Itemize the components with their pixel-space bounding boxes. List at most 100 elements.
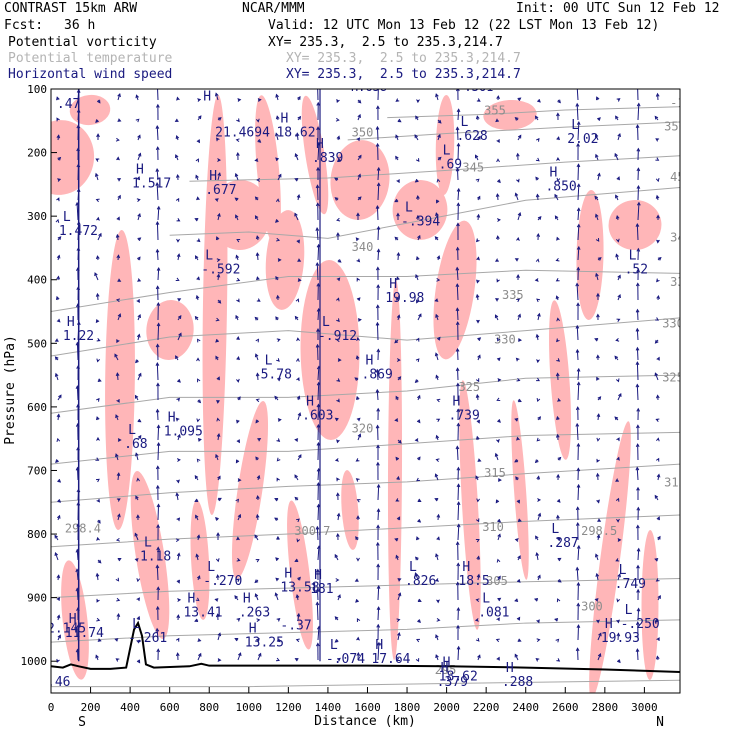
pv-extremum-letter: H — [453, 395, 461, 410]
wind-vector-head — [155, 125, 160, 129]
wind-vector-head — [358, 154, 362, 159]
wind-vector-head — [518, 338, 523, 342]
wind-vector-head — [534, 115, 539, 120]
wind-vector-head — [155, 408, 160, 413]
wind-vector-head — [155, 564, 160, 569]
label-layer: H.4721.4694H18.62H1.517H.677L1.472H.839L… — [51, 89, 660, 690]
wind-vector-head — [636, 201, 641, 206]
wind-vector-head — [356, 258, 361, 263]
wind-vector-head — [334, 417, 339, 422]
wind-vector-head — [636, 424, 640, 429]
wind-vector-head — [516, 579, 521, 583]
x-tick-label: 2400 — [512, 701, 539, 714]
wind-vector-head — [617, 274, 621, 279]
wind-vector — [316, 185, 319, 201]
wind-vector-head — [176, 517, 181, 522]
wind-vector-head — [156, 442, 161, 446]
wind-vector-head — [136, 477, 140, 482]
wind-vector — [137, 373, 142, 381]
wind-vector-head — [277, 418, 282, 422]
wind-vector-head — [576, 602, 581, 607]
wind-vector-head — [554, 193, 558, 198]
wind-vector-head — [96, 397, 100, 402]
pv-extremum-letter: L — [443, 143, 451, 158]
wind-vector-head — [357, 99, 362, 104]
theta-label: 335 — [502, 288, 524, 302]
wind-vector-head — [397, 631, 401, 637]
wind-vector-head — [375, 368, 380, 373]
wind-vector — [294, 213, 299, 221]
wind-vector-head — [575, 406, 580, 411]
wind-vector-head — [334, 639, 339, 643]
wind-vector-head — [516, 616, 521, 621]
wind-vector-head — [294, 315, 299, 320]
wind-vector-head — [237, 652, 242, 657]
wind-vector-head — [557, 456, 562, 461]
wind-vector-head — [396, 618, 401, 623]
wind-vector-head — [294, 438, 299, 442]
wind-vector-head — [355, 237, 360, 242]
field-name-theta: Potential temperature — [8, 51, 173, 66]
wind-vector-head — [655, 157, 660, 161]
y-tick-label: 100 — [27, 83, 47, 96]
wind-vector-head — [256, 298, 261, 302]
wind-vector — [215, 93, 219, 101]
wind-vector-head — [135, 452, 139, 457]
wind-vector — [235, 173, 239, 181]
wind-vector — [577, 484, 580, 501]
wind-vector-head — [57, 634, 61, 639]
wind-vector-head — [56, 275, 61, 280]
wind-vector-head — [556, 156, 560, 161]
pv-extremum-letter: H — [203, 89, 211, 104]
x-axis-label: Distance (km) — [314, 714, 416, 729]
wind-vector-head — [236, 356, 240, 361]
wind-vector — [457, 502, 460, 521]
pv-extremum-value: 19.93 — [601, 631, 640, 646]
wind-vector-head — [656, 214, 660, 219]
wind-vector-head — [175, 135, 180, 140]
wind-vector-head — [156, 103, 160, 108]
wind-vector-head — [656, 516, 661, 521]
wind-vector-head — [95, 198, 100, 203]
wind-vector-head — [596, 437, 601, 442]
wind-vector-head — [436, 199, 440, 204]
wind-vector — [457, 484, 460, 501]
wind-vector — [435, 353, 439, 361]
wind-vector-head — [315, 202, 320, 207]
pv-fill-region — [255, 95, 281, 245]
wind-vector-head — [435, 553, 439, 558]
wind-vector-head — [596, 458, 600, 463]
x-tick-label: 1400 — [315, 701, 342, 714]
wind-vector-head — [534, 597, 539, 602]
wind-vector-head — [434, 498, 439, 502]
wind-vector-head — [95, 478, 100, 483]
wind-vector-head — [336, 378, 341, 382]
wind-vector-head — [636, 607, 641, 612]
wind-vector-head — [235, 254, 240, 259]
theta-label: 330 — [494, 332, 516, 346]
wind-vector-head — [116, 472, 121, 477]
wind-vector-head — [396, 657, 401, 662]
wind-vector-head — [156, 586, 161, 591]
wind-vector-head — [116, 254, 121, 259]
pv-extremum-value: .52 — [625, 262, 648, 277]
wind-vector — [97, 233, 102, 241]
wind-vector-head — [456, 501, 461, 506]
wind-vector — [636, 384, 639, 401]
pv-extremum-value: -.394 — [401, 215, 440, 230]
wind-vector-head — [496, 218, 501, 222]
wind-vector-head — [595, 572, 600, 577]
wind-vector-head — [656, 239, 660, 244]
wind-vector-head — [356, 417, 361, 422]
wind-vector-head — [278, 173, 282, 178]
wind-vector-head — [616, 318, 621, 323]
wind-vector-head — [134, 394, 139, 399]
wind-vector-head — [94, 172, 99, 177]
init-time: Init: 00 UTC Sun 12 Feb 12 — [516, 1, 720, 16]
pv-extremum-value: 13.41 — [183, 605, 222, 620]
wind-vector-head — [355, 478, 360, 482]
wind-vector-head — [256, 474, 261, 479]
wind-vector-head — [655, 178, 660, 183]
wind-vector-head — [476, 98, 481, 102]
wind-vector-head — [376, 461, 380, 466]
